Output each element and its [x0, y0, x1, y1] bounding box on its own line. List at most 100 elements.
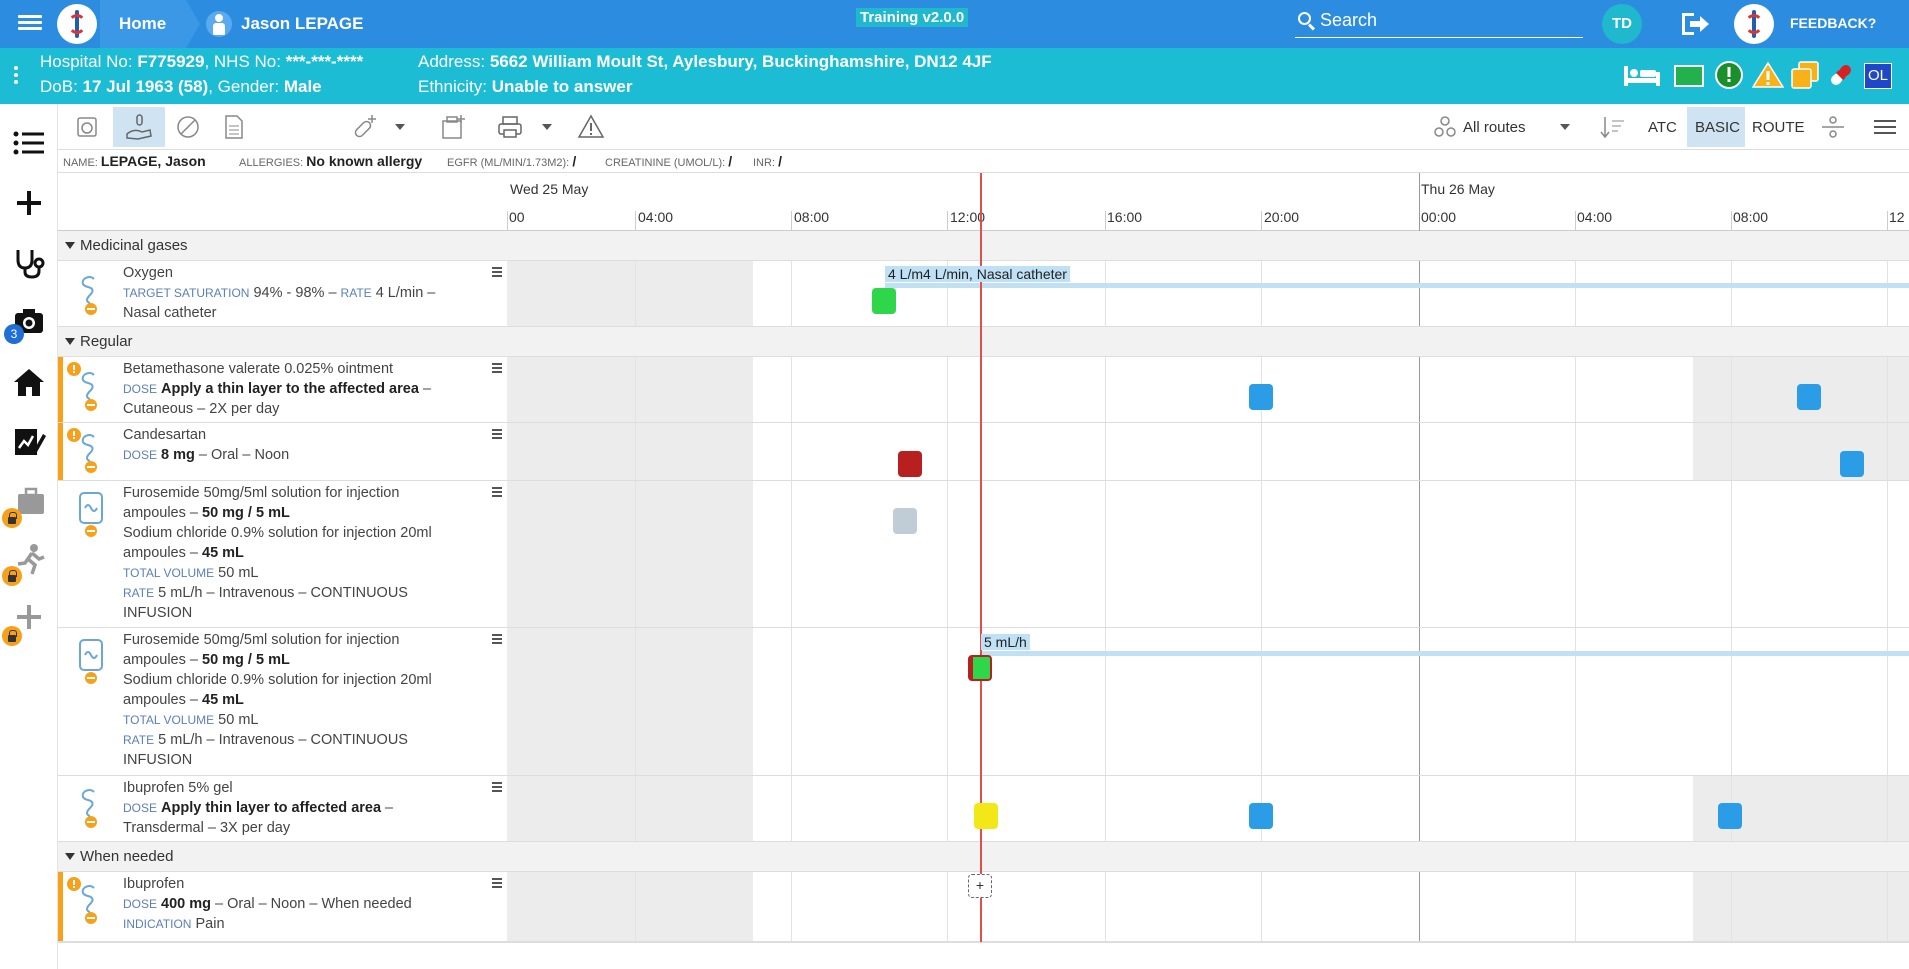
warning-outline-icon[interactable]	[576, 112, 606, 142]
add-dose-button[interactable]: +	[968, 874, 992, 898]
chevron-down-icon[interactable]	[542, 124, 552, 130]
alert-circle-icon[interactable]	[1714, 60, 1744, 90]
document-icon[interactable]	[218, 112, 248, 142]
separator: –	[418, 381, 431, 397]
feedback-button[interactable]: FEEDBACK?	[1790, 15, 1877, 31]
ethnicity-label: Ethnicity:	[418, 77, 492, 96]
med-info: Betamethasone valerate 0.025% ointment D…	[123, 359, 503, 419]
menu-icon[interactable]	[18, 12, 42, 36]
hand-pill-icon[interactable]	[124, 112, 154, 142]
med-route-freq: Transdermal – 3X per day	[123, 820, 291, 836]
infusion-icon	[79, 492, 103, 537]
feedback-logo-icon[interactable]	[1734, 4, 1774, 44]
warning-icon[interactable]	[1752, 61, 1784, 89]
dose-label: Dose	[123, 897, 158, 911]
view-route-tab[interactable]: ROUTE	[1752, 119, 1805, 136]
section-regular[interactable]: Regular	[58, 327, 1909, 357]
hour-label: 12:00	[950, 209, 986, 225]
hour-label: 16:00	[1107, 209, 1143, 225]
route-freq: – Oral – Noon	[194, 447, 290, 463]
ingredient-dose: 45 mL	[202, 692, 244, 708]
med-row-ibuprofen-gel[interactable]: Ibuprofen 5% gel Dose Apply thin layer t…	[58, 776, 1909, 842]
chevron-down-icon[interactable]	[395, 124, 405, 130]
add-icon[interactable]	[12, 186, 46, 220]
pill-icon[interactable]	[1826, 60, 1856, 90]
dose-partial[interactable]	[974, 803, 998, 829]
infusion-icon	[79, 639, 103, 684]
dose-due[interactable]	[1249, 803, 1273, 829]
separator: –	[423, 285, 436, 301]
day-label: Thu 26 May	[1421, 181, 1495, 197]
home-tab[interactable]	[100, 0, 200, 48]
dose-due[interactable]	[1249, 384, 1273, 410]
section-medicinal-gases[interactable]: Medicinal gases	[58, 231, 1909, 261]
total-volume-line: Total volume 50 mL	[123, 563, 503, 583]
med-dose-line: Dose Apply a thin layer to the affected …	[123, 379, 503, 399]
ingredient-line: Furosemide 50mg/5ml solution for injecti…	[123, 632, 400, 648]
administer-toggle[interactable]	[113, 107, 165, 147]
view-basic-tab[interactable]: BASIC	[1695, 119, 1741, 136]
indication-label: Indication	[123, 917, 192, 931]
dose-due[interactable]	[1797, 384, 1821, 410]
med-row-betamethasone[interactable]: Betamethasone valerate 0.025% ointment D…	[58, 357, 1909, 423]
hour-label: 08:00	[794, 209, 830, 225]
group-icon[interactable]	[1818, 112, 1848, 142]
view-atc-tab[interactable]: ATC	[1648, 119, 1677, 136]
separator: –	[324, 285, 341, 301]
briefcase-icon[interactable]	[12, 484, 46, 518]
banner-more-icon[interactable]	[14, 66, 18, 87]
patient-name-tab[interactable]: Jason LEPAGE	[241, 14, 364, 33]
running-person-icon[interactable]	[12, 542, 46, 576]
row-menu-icon[interactable]	[492, 429, 502, 441]
row-menu-icon[interactable]	[492, 878, 502, 890]
dose-due[interactable]	[1840, 451, 1864, 477]
address-line: Address: 5662 William Moult St, Aylesbur…	[418, 52, 992, 72]
edit-chart-icon[interactable]	[12, 424, 46, 458]
med-dose-line: Dose 8 mg – Oral – Noon	[123, 445, 503, 465]
dose-pending[interactable]	[893, 508, 917, 534]
med-row-furosemide-2[interactable]: Furosemide 50mg/5ml solution for injecti…	[58, 628, 1909, 776]
dose-given[interactable]	[968, 655, 992, 681]
dose-given[interactable]	[872, 288, 896, 314]
bed-icon[interactable]	[1622, 62, 1662, 88]
dose-missed[interactable]	[898, 451, 922, 477]
add-note-icon[interactable]	[12, 600, 46, 634]
gender-label: , Gender:	[208, 77, 284, 96]
logout-icon[interactable]	[1682, 13, 1710, 35]
calendar-clock-icon[interactable]	[72, 112, 102, 142]
patient-banner: Hospital No: F775929, NHS No: ***-***-**…	[0, 48, 1909, 104]
ingredient-dose-line: ampoules – 50 mg / 5 mL	[123, 650, 503, 670]
rate-label: Rate	[123, 733, 155, 747]
row-menu-icon[interactable]	[492, 782, 502, 794]
add-prescription-icon[interactable]	[438, 112, 468, 142]
home-icon[interactable]	[12, 366, 46, 400]
med-timeline: +	[507, 872, 1909, 941]
user-avatar[interactable]: TD	[1602, 4, 1642, 44]
route-filter-select[interactable]: All routes	[1463, 119, 1526, 136]
row-menu-icon[interactable]	[492, 487, 502, 499]
status-flag-icon[interactable]	[1674, 65, 1704, 87]
med-row-furosemide-1[interactable]: Furosemide 50mg/5ml solution for injecti…	[58, 481, 1909, 628]
med-row-candesartan[interactable]: Candesartan Dose 8 mg – Oral – Noon	[58, 423, 1909, 481]
home-label[interactable]: Home	[119, 14, 167, 33]
no-pill-icon[interactable]	[173, 112, 203, 142]
sort-icon[interactable]	[1598, 112, 1628, 142]
documents-icon[interactable]	[1790, 60, 1820, 90]
info-allergies-label: Allergies:	[239, 157, 304, 169]
print-icon[interactable]	[495, 112, 525, 142]
stethoscope-icon[interactable]	[12, 246, 46, 280]
dose-due[interactable]	[1718, 803, 1742, 829]
add-medication-icon[interactable]	[350, 112, 380, 142]
row-menu-icon[interactable]	[492, 267, 502, 279]
list-icon[interactable]	[12, 126, 46, 160]
options-menu-icon[interactable]	[1870, 112, 1900, 142]
search-input[interactable]: Search	[1295, 6, 1583, 38]
med-row-ibuprofen[interactable]: Ibuprofen Dose 400 mg – Oral – Noon – Wh…	[58, 872, 1909, 942]
section-when-needed[interactable]: When needed	[58, 842, 1909, 872]
initials-badge[interactable]: OL	[1864, 63, 1892, 89]
view-basic-tab-bg[interactable]	[1687, 107, 1745, 147]
row-menu-icon[interactable]	[492, 363, 502, 375]
med-row-oxygen[interactable]: Oxygen Target saturation 94% - 98% – Rat…	[58, 261, 1909, 327]
row-menu-icon[interactable]	[492, 634, 502, 646]
chevron-down-icon[interactable]	[1560, 124, 1570, 130]
